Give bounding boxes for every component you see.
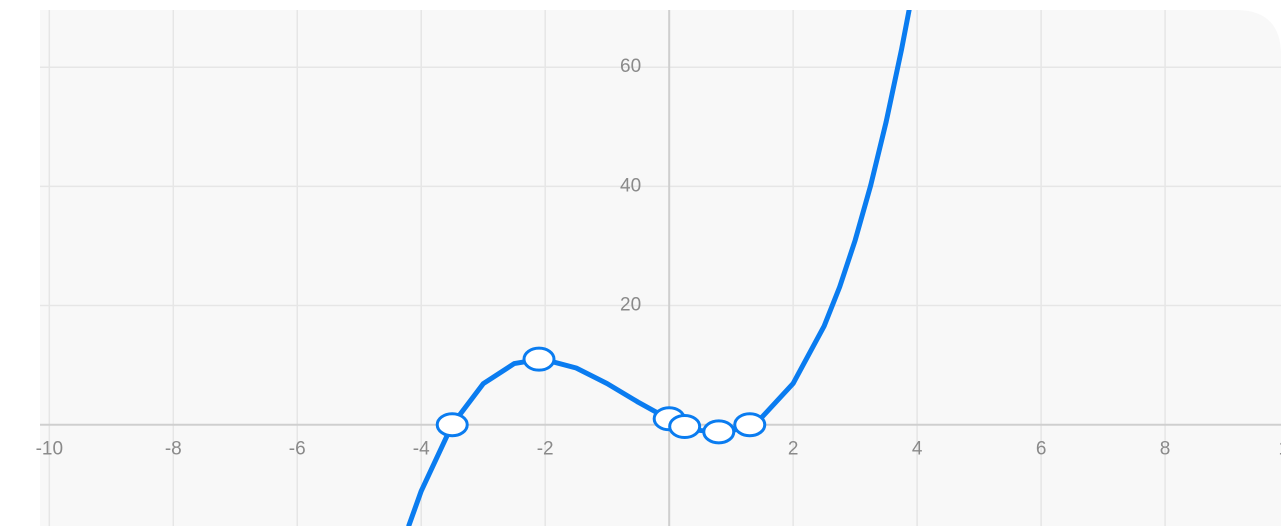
x-tick-label: -4 [413,439,430,460]
x-tick-label: 4 [912,439,923,460]
x-tick-label: -2 [537,439,554,460]
plot-area [40,10,1281,526]
point-of-interest [522,346,556,372]
x-tick-label: -6 [289,439,306,460]
x-tick-label: 10 [1278,439,1281,460]
point-of-interest [702,419,736,445]
y-tick-label: 20 [620,295,641,316]
plot-background [40,10,1281,526]
point-of-interest [733,412,767,438]
x-tick-label: -8 [165,439,182,460]
x-tick-label: 6 [1036,439,1047,460]
x-tick-label: 2 [788,439,799,460]
x-tick-label: -10 [36,439,63,460]
y-tick-label: 40 [620,175,641,196]
point-of-interest [668,413,702,439]
x-tick-label: 8 [1160,439,1171,460]
point-of-interest [435,412,469,438]
y-tick-label: 60 [620,56,641,77]
